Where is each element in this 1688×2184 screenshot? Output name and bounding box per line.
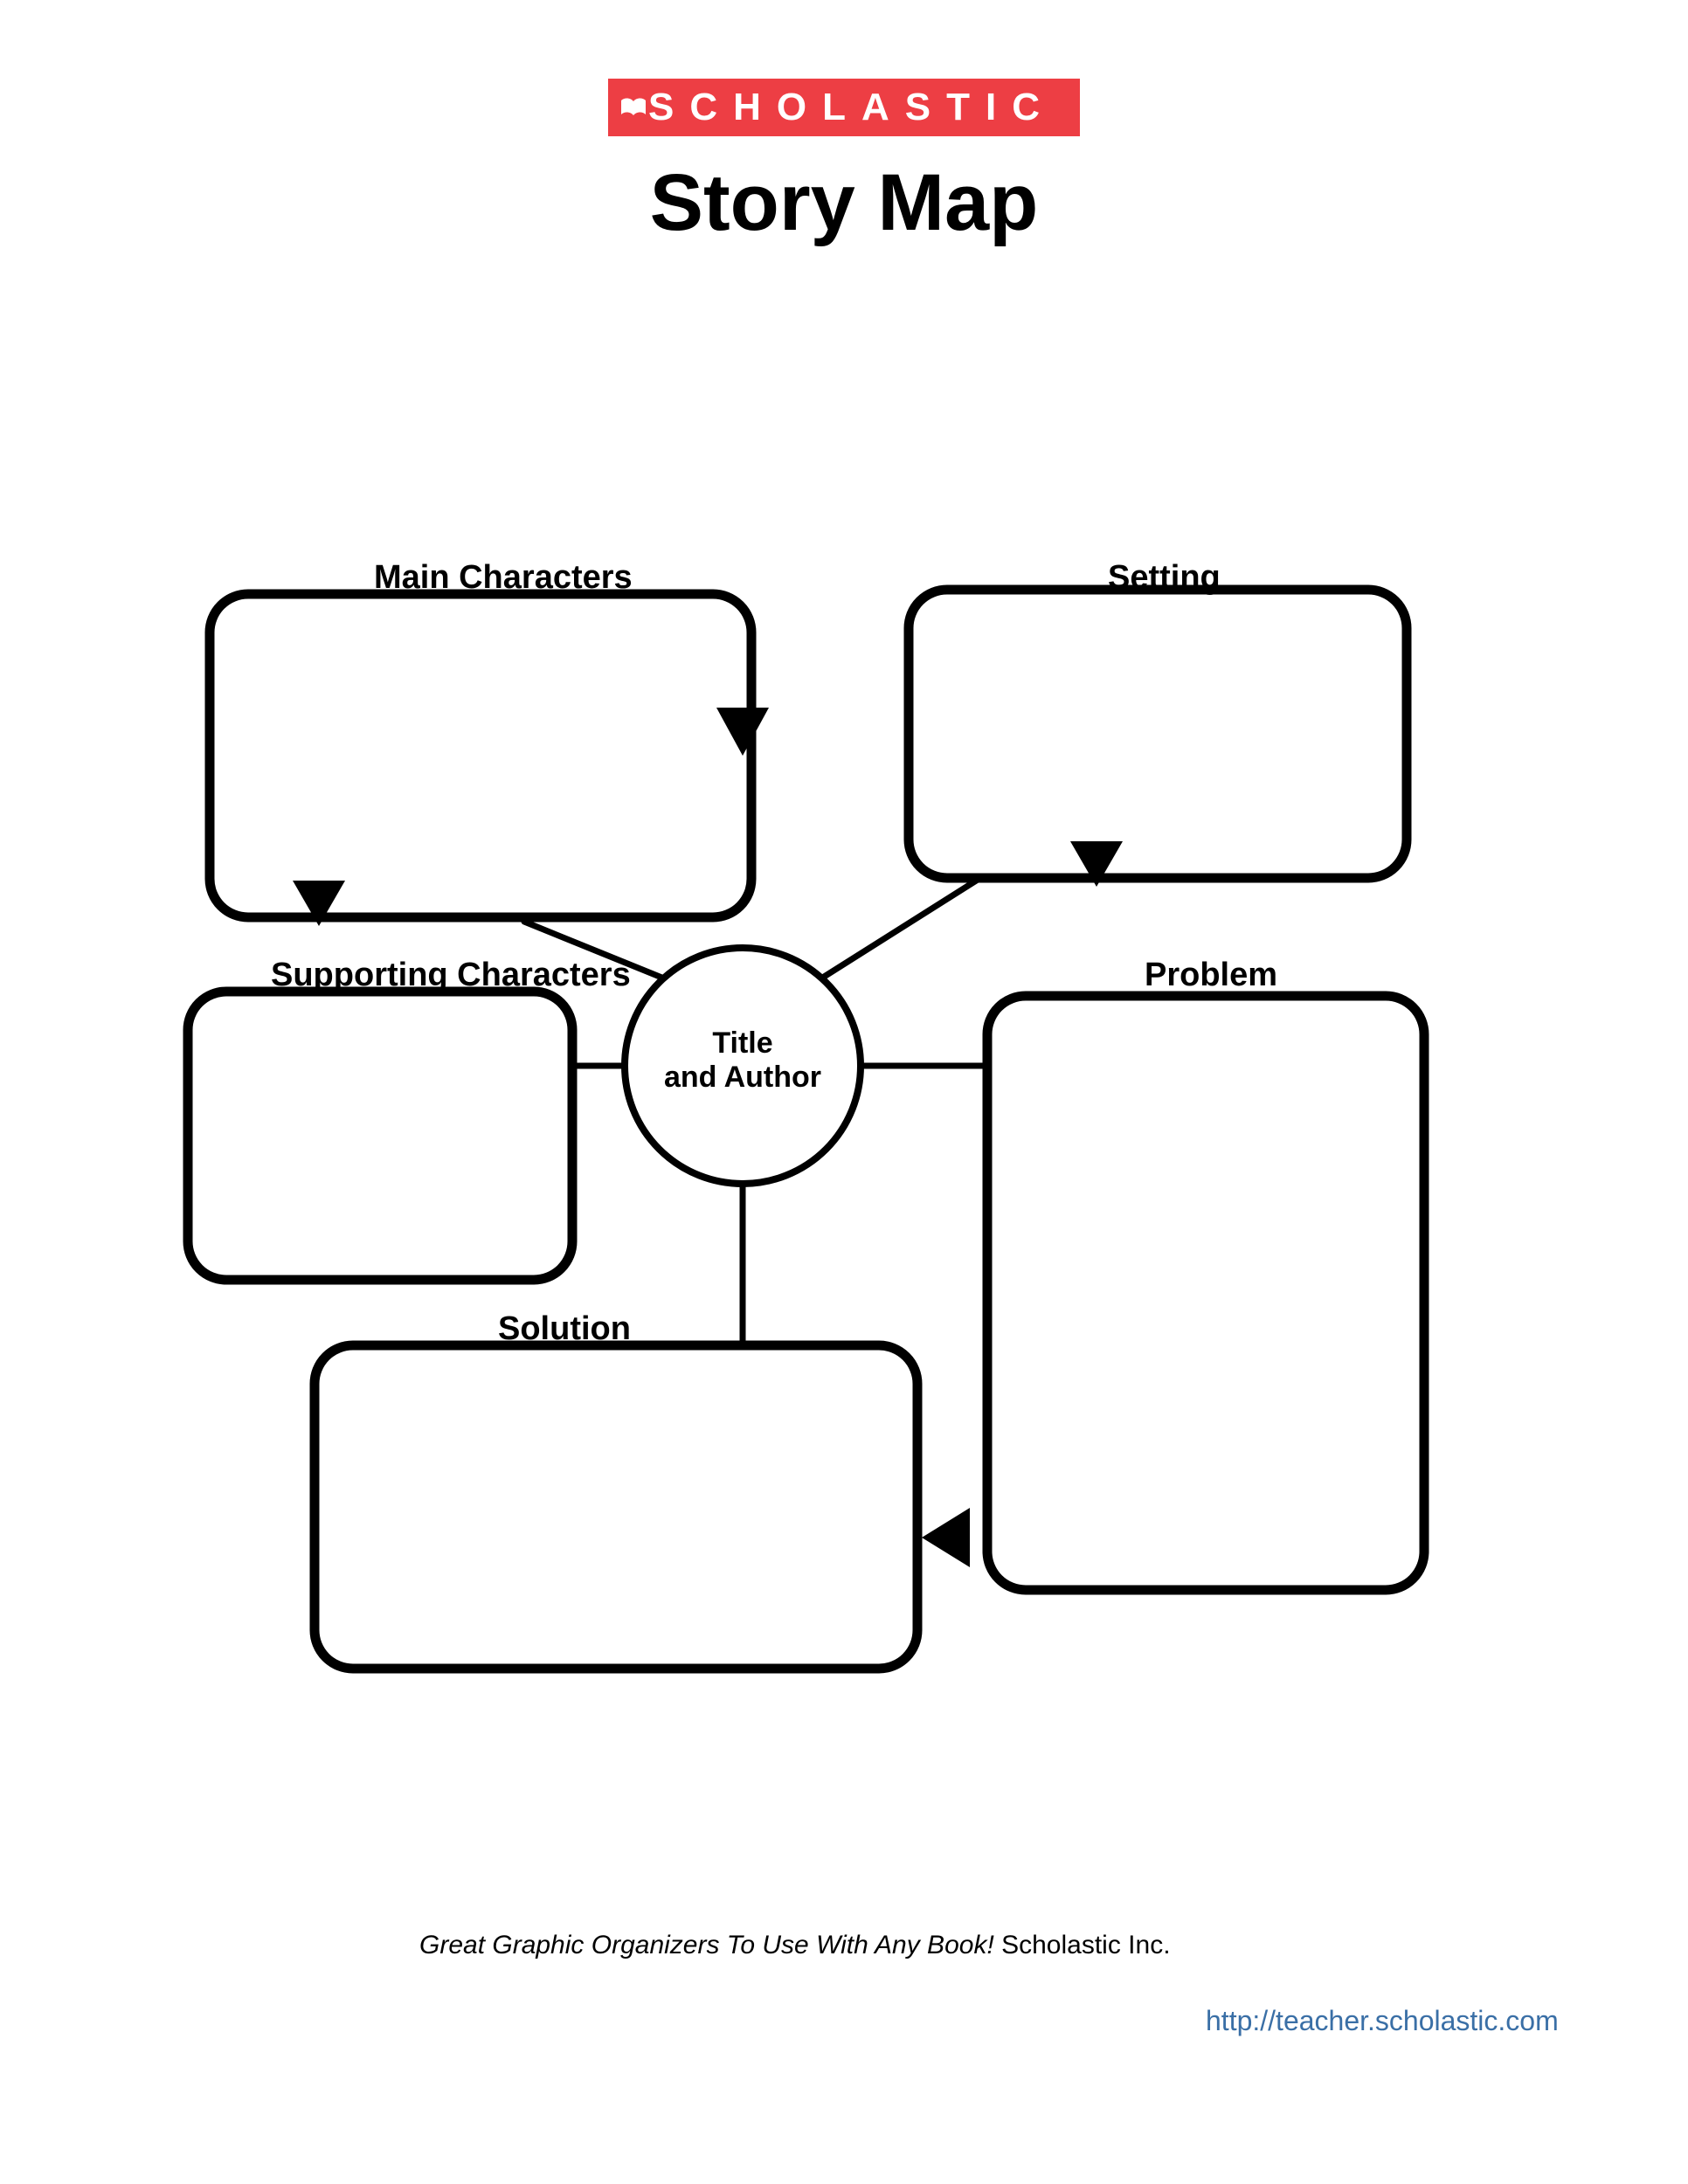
label-solution: Solution bbox=[498, 1310, 631, 1348]
box-supporting_characters bbox=[188, 992, 572, 1280]
footer-credit: Great Graphic Organizers To Use With Any… bbox=[419, 1931, 1171, 1960]
center-circle-label: Titleand Author bbox=[647, 1026, 839, 1095]
story-map-diagram bbox=[0, 0, 1688, 2184]
label-setting: Setting bbox=[1108, 559, 1221, 597]
box-main_characters bbox=[210, 594, 751, 917]
connector-setting bbox=[821, 874, 987, 978]
box-solution bbox=[315, 1345, 917, 1669]
label-main_characters: Main Characters bbox=[374, 559, 633, 597]
footer-publisher: Scholastic Inc. bbox=[994, 1931, 1171, 1959]
footer-italic: Great Graphic Organizers To Use With Any… bbox=[419, 1931, 994, 1959]
source-url: http://teacher.scholastic.com bbox=[1206, 2005, 1559, 2037]
label-supporting_characters: Supporting Characters bbox=[271, 957, 631, 994]
label-problem: Problem bbox=[1145, 957, 1277, 994]
center-label-line2: and Author bbox=[664, 1061, 821, 1094]
worksheet-page: SCHOLASTIC Story Map Main CharactersSett… bbox=[0, 0, 1688, 2184]
box-setting bbox=[909, 590, 1407, 878]
arrow-problem-to-solution bbox=[922, 1508, 970, 1567]
box-problem bbox=[987, 996, 1424, 1590]
center-label-line1: Title bbox=[712, 1026, 772, 1060]
